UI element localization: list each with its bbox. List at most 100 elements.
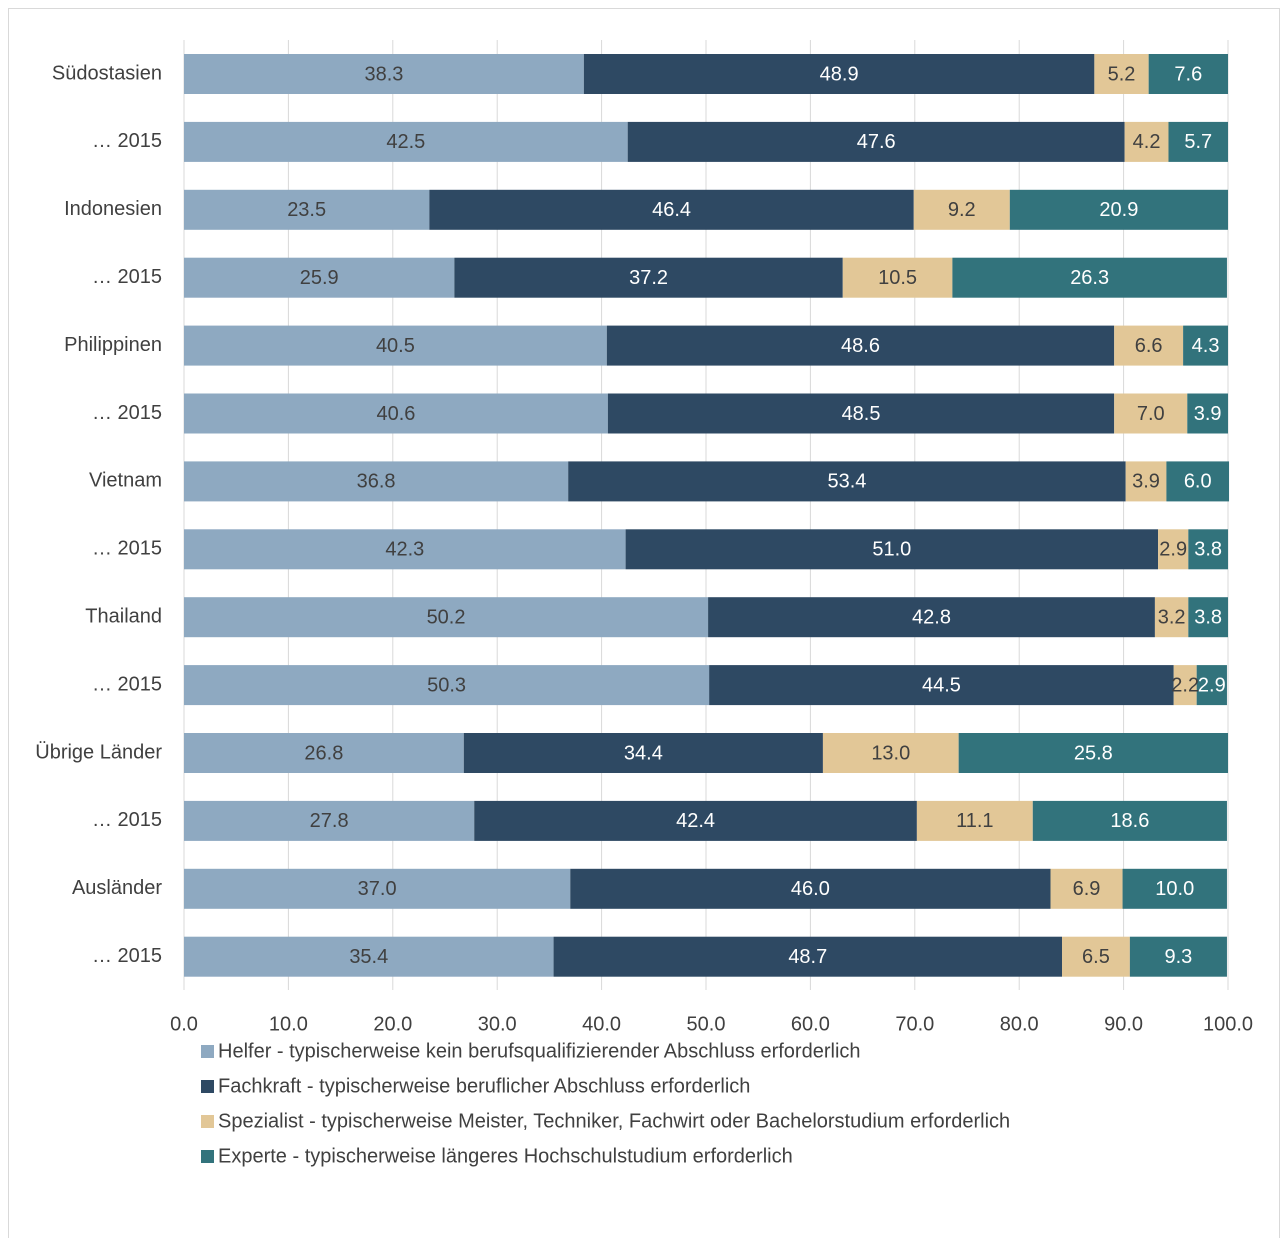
bar-segment: [184, 54, 584, 94]
data-label: 48.7: [788, 946, 827, 968]
data-label: 6.6: [1135, 335, 1163, 357]
bar-segment: [463, 733, 823, 773]
category-label: … 2015: [92, 809, 162, 831]
bar-segment: [1114, 393, 1188, 434]
bar-segment: [568, 461, 1126, 502]
data-label: 11.1: [956, 810, 993, 832]
data-label: 7.0: [1137, 403, 1165, 425]
data-label: 3.8: [1194, 539, 1222, 561]
bar-segment: [1062, 936, 1130, 977]
data-label: 44.5: [922, 674, 961, 696]
bar-segment: [627, 121, 1125, 162]
bar-segment: [1173, 665, 1197, 706]
data-label: 4.2: [1133, 131, 1161, 153]
category-label: … 2015: [92, 673, 162, 695]
data-label: 37.0: [358, 878, 397, 900]
data-label: 13.0: [871, 742, 910, 764]
bar-segment: [708, 597, 1155, 638]
bar-segment: [184, 597, 709, 638]
bar-segment: [1154, 597, 1189, 638]
bar-segment: [916, 800, 1033, 841]
data-label: 6.0: [1184, 471, 1212, 493]
bar-segment: [184, 868, 571, 909]
data-label: 34.4: [624, 742, 663, 764]
x-tick-label: 50.0: [687, 1013, 726, 1035]
data-label: 48.5: [842, 403, 881, 425]
category-label: Thailand: [85, 605, 162, 627]
data-label: 10.0: [1155, 878, 1194, 900]
bar-segment: [184, 257, 455, 298]
category-label: Philippinen: [64, 334, 162, 356]
data-label: 42.3: [385, 539, 424, 561]
bar-segment: [1183, 325, 1228, 366]
legend-swatch: [201, 1115, 214, 1128]
data-label: 25.9: [300, 267, 339, 289]
bar-segment: [570, 868, 1051, 909]
bar-segment: [709, 665, 1174, 706]
x-tick-label: 90.0: [1104, 1013, 1143, 1035]
bar-segment: [184, 325, 607, 366]
chart-frame: [8, 8, 1280, 1238]
data-label: 47.6: [857, 131, 896, 153]
bar-segment: [1114, 325, 1184, 366]
bar-segment: [1196, 665, 1227, 706]
data-label: 40.6: [376, 403, 415, 425]
data-label: 51.0: [872, 539, 911, 561]
bar-segment: [1032, 800, 1227, 841]
x-tick-label: 40.0: [582, 1013, 621, 1035]
bar-segment: [1050, 868, 1123, 909]
bar-segment: [1129, 936, 1227, 977]
data-label: 38.3: [364, 63, 403, 85]
bar-segment: [822, 733, 959, 773]
bar-segment: [607, 393, 1115, 434]
x-tick-label: 30.0: [478, 1013, 517, 1035]
data-label: 27.8: [310, 810, 349, 832]
category-label: … 2015: [92, 402, 162, 424]
data-label: 50.3: [427, 674, 466, 696]
data-label: 2.9: [1198, 674, 1226, 696]
x-tick-label: 60.0: [791, 1013, 830, 1035]
legend: Helfer - typischerweise kein berufsquali…: [201, 1040, 1010, 1167]
data-label: 42.8: [912, 606, 951, 628]
bar-segment: [583, 54, 1095, 94]
bar-segment: [184, 461, 569, 502]
legend-label: Helfer - typischerweise kein berufsquali…: [218, 1040, 861, 1062]
category-label: Vietnam: [89, 470, 162, 492]
category-label: … 2015: [92, 945, 162, 967]
bar-segment: [184, 393, 608, 434]
bar-segment: [429, 189, 914, 230]
data-label: 3.2: [1158, 606, 1186, 628]
data-label: 26.3: [1070, 267, 1109, 289]
data-label: 50.2: [427, 606, 466, 628]
bar-segment: [958, 733, 1228, 773]
bars: [184, 54, 1230, 977]
bar-segment: [454, 257, 843, 298]
bar-segment: [1187, 393, 1228, 434]
data-label: 5.7: [1184, 131, 1212, 153]
data-label: 48.9: [820, 63, 859, 85]
category-label: … 2015: [92, 130, 162, 152]
bar-segment: [553, 936, 1063, 977]
legend-swatch: [201, 1080, 214, 1093]
data-label: 4.3: [1192, 335, 1220, 357]
data-label: 42.4: [676, 810, 715, 832]
bar-segment: [184, 189, 430, 230]
data-label: 3.9: [1132, 471, 1160, 493]
bar-segment: [952, 257, 1227, 298]
data-label: 7.6: [1174, 63, 1202, 85]
bar-segment: [1094, 54, 1149, 94]
gridlines: [183, 40, 1229, 990]
data-label: 3.9: [1194, 403, 1222, 425]
bar-segment: [1188, 529, 1228, 570]
data-label: 2.2: [1171, 674, 1199, 696]
bar-segment: [1125, 461, 1167, 502]
bar-segment: [1158, 529, 1189, 570]
legend-swatch: [201, 1045, 214, 1058]
data-labels: 38.3 48.9 5.2 7.6 42.5 47.6 4.2 5.7 23.5 46.4 9.2 2…: [287, 63, 1226, 968]
x-tick-label: 10.0: [269, 1013, 308, 1035]
data-label: 26.8: [304, 742, 343, 764]
data-label: 2.9: [1159, 539, 1187, 561]
data-label: 9.3: [1165, 946, 1193, 968]
data-label: 5.2: [1108, 63, 1136, 85]
data-label: 53.4: [827, 471, 866, 493]
